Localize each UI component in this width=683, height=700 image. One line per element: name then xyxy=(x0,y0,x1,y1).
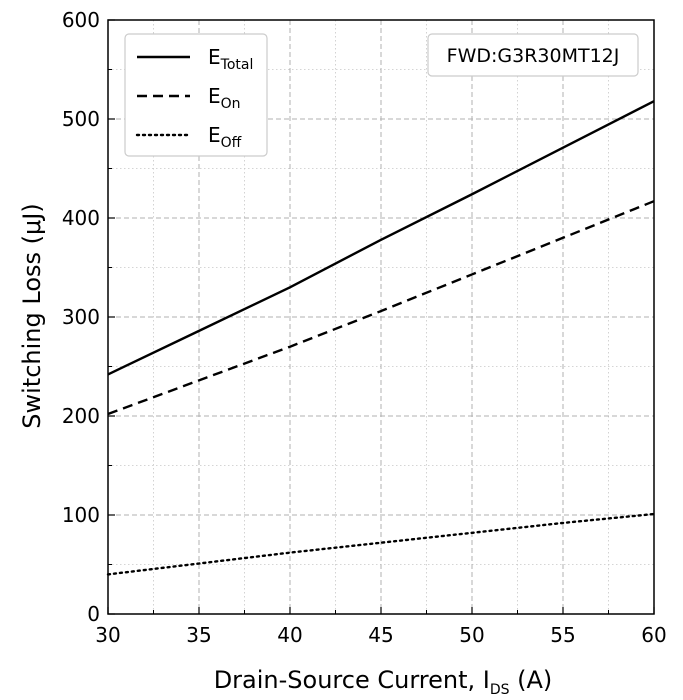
y-tick-label: 400 xyxy=(62,206,100,230)
legend-box xyxy=(124,33,268,157)
y-tick-label: 500 xyxy=(62,107,100,131)
x-tick-label: 55 xyxy=(550,623,575,647)
series-line-total xyxy=(107,100,655,376)
y-tick-label: 0 xyxy=(87,602,100,626)
series-lines xyxy=(106,100,656,576)
plot-frame xyxy=(107,19,655,615)
x-axis-label-main: Drain-Source Current, I xyxy=(214,666,490,694)
x-tick-label: 45 xyxy=(368,623,393,647)
y-tick-label: 200 xyxy=(62,404,100,428)
annotation-text: FWD:G3R30MT12J xyxy=(447,45,620,67)
x-tick-label: 60 xyxy=(641,623,666,647)
annotation: FWD:G3R30MT12J xyxy=(427,33,639,77)
y-axis-label: Switching Loss (μJ) xyxy=(18,203,46,428)
legend-label-total: ETotal xyxy=(208,45,253,73)
x-tick-label: 30 xyxy=(95,623,120,647)
y-tick-label: 100 xyxy=(62,503,100,527)
x-tick-label: 50 xyxy=(459,623,484,647)
x-tick-label: 40 xyxy=(277,623,302,647)
y-tick-label: 300 xyxy=(62,305,100,329)
x-axis-label-sub: DS xyxy=(490,682,510,698)
series-line-on xyxy=(107,200,655,416)
y-tick-label: 600 xyxy=(62,8,100,32)
x-tick-label: 35 xyxy=(186,623,211,647)
x-axis-label: Drain-Source Current, IDS (A) xyxy=(214,666,553,698)
legend: ETotal EOn EOff xyxy=(124,33,268,157)
legend-label-on: EOn xyxy=(208,84,241,112)
series-line-off xyxy=(106,512,656,576)
legend-label-off: EOff xyxy=(208,123,242,151)
x-axis-label-suffix: (A) xyxy=(510,666,553,694)
annotation-box xyxy=(427,33,639,77)
